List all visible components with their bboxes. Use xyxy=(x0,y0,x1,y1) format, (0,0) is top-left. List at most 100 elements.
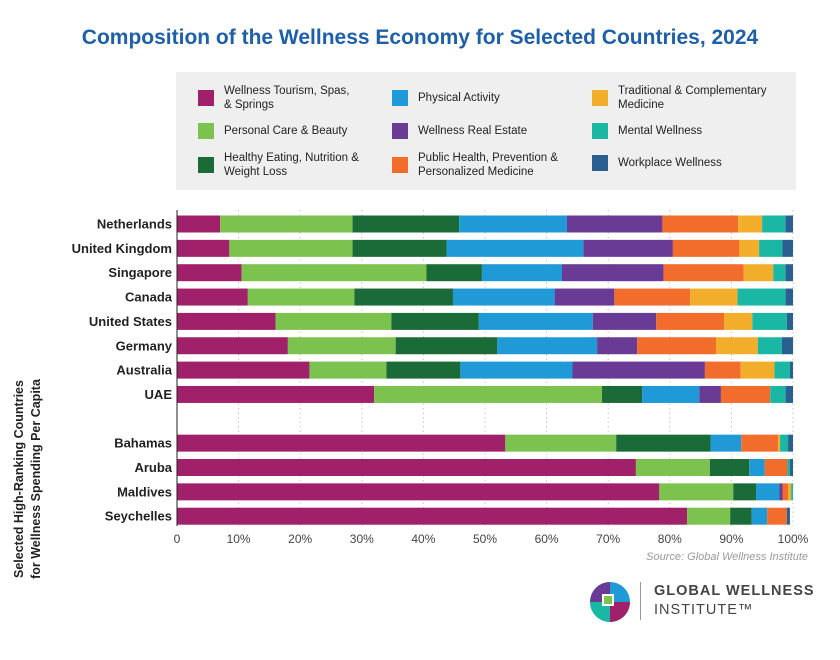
bar-segment xyxy=(757,337,782,355)
bar-segment xyxy=(177,459,636,476)
category-label: Maldives xyxy=(117,484,172,499)
legend-swatch xyxy=(392,157,408,173)
bar-segment xyxy=(788,483,792,501)
bar-segment xyxy=(374,385,603,403)
bar-segment xyxy=(177,361,310,379)
bar-segment xyxy=(663,264,744,282)
source-note: Source: Global Wellness Institute xyxy=(646,551,808,563)
bar-segment xyxy=(352,239,447,257)
x-tick-label: 100% xyxy=(778,532,809,546)
category-labels: Netherlands United Kingdom Singapore Canada… xyxy=(72,217,173,524)
bar-segment xyxy=(785,288,793,306)
legend-swatch xyxy=(392,90,408,106)
bar-segment xyxy=(773,264,786,282)
bar-segment xyxy=(738,215,763,233)
bar-segment xyxy=(391,312,479,330)
bar-segment xyxy=(572,361,705,379)
legend-label: Workplace Wellness xyxy=(618,157,722,169)
x-tick-label: 70% xyxy=(596,532,620,546)
category-label: Aruba xyxy=(134,460,172,475)
category-label: Canada xyxy=(125,290,173,305)
legend: Wellness Tourism, Spas, & Springs Person… xyxy=(176,72,796,190)
bar-segment xyxy=(767,507,787,525)
category-label: Netherlands xyxy=(97,217,172,232)
bar-segment xyxy=(177,264,242,282)
logo-wordmark: GLOBAL WELLNESS INSTITUTE™ xyxy=(654,582,815,620)
bar-segment xyxy=(614,288,691,306)
bar-segment xyxy=(566,215,663,233)
legend-item-wellness-tourism: Wellness Tourism, Spas, & Springs xyxy=(198,84,349,112)
legend-item-physical-activity: Physical Activity xyxy=(392,90,500,106)
bar-segment xyxy=(756,483,780,501)
bar-segment xyxy=(762,215,786,233)
bar-segment xyxy=(446,239,584,257)
x-tick-label: 80% xyxy=(658,532,682,546)
legend-item-public-health: Public Health, Prevention & Personalized… xyxy=(392,151,558,179)
bar-segment xyxy=(704,361,741,379)
bar-segment xyxy=(592,312,657,330)
bar-segment xyxy=(730,507,752,525)
legend-label: Mental Wellness xyxy=(618,125,703,137)
bar-segment xyxy=(690,288,738,306)
category-label: Seychelles xyxy=(105,509,172,524)
category-label: UAE xyxy=(145,387,173,402)
legend-label: Wellness Real Estate xyxy=(418,125,528,137)
bar-segment xyxy=(177,434,506,452)
bar-segment xyxy=(562,264,664,282)
bar-segment xyxy=(786,312,793,330)
x-tick-label: 50% xyxy=(473,532,497,546)
bar-segment xyxy=(452,288,555,306)
bar-segment xyxy=(662,215,739,233)
bar-segment xyxy=(788,434,793,452)
legend-item-workplace-wellness: Workplace Wellness xyxy=(592,155,722,171)
bar-segment xyxy=(774,361,790,379)
bar-segment xyxy=(177,507,688,525)
bar-segment xyxy=(787,459,790,476)
bar-segment xyxy=(749,459,765,476)
bar-segment xyxy=(785,385,793,403)
bar-segment xyxy=(751,507,768,525)
bar-segment xyxy=(737,288,786,306)
legend-item-healthy-eating: Healthy Eating, Nutrition & Weight Loss xyxy=(198,151,359,179)
bar-segment xyxy=(386,361,461,379)
bar-segment xyxy=(781,337,793,355)
legend-swatch xyxy=(198,123,214,139)
legend-label: Public Health, Prevention & Personalized… xyxy=(418,152,558,178)
bar-segment xyxy=(352,215,460,233)
bar-segment xyxy=(710,434,742,452)
x-tick-label: 20% xyxy=(288,532,312,546)
bar-segment xyxy=(229,239,353,257)
legend-swatch xyxy=(198,157,214,173)
x-tick-label: 90% xyxy=(719,532,743,546)
bar-segment xyxy=(354,288,453,306)
legend-swatch xyxy=(592,123,608,139)
bar-segment xyxy=(770,385,786,403)
category-label: United Kingdom xyxy=(72,241,172,256)
legend-item-traditional-medicine: Traditional & Complementary Medicine xyxy=(592,84,767,112)
legend-item-wellness-real-estate: Wellness Real Estate xyxy=(392,123,527,139)
bar-segment xyxy=(247,288,355,306)
bar-segment xyxy=(782,483,789,501)
x-tick-label: 0 xyxy=(174,532,181,546)
bar-segment xyxy=(637,337,716,355)
bar-segment xyxy=(720,385,771,403)
legend-swatch xyxy=(392,123,408,139)
bar-segment xyxy=(789,459,793,476)
bar-segment xyxy=(741,434,779,452)
bar-segment xyxy=(616,434,711,452)
logo-divider xyxy=(640,582,641,620)
legend-item-personal-care: Personal Care & Beauty xyxy=(198,123,347,139)
stacked-bar-chart: Netherlands United Kingdom Singapore Canada… xyxy=(72,210,809,546)
bar-segment xyxy=(716,337,758,355)
bar-segment xyxy=(426,264,482,282)
bar-segment xyxy=(177,215,221,233)
bar-segment xyxy=(497,337,598,355)
bar-segment xyxy=(752,312,787,330)
bar-segment xyxy=(395,337,498,355)
category-label: Singapore xyxy=(108,265,172,280)
x-tick-label: 40% xyxy=(411,532,435,546)
category-label: Australia xyxy=(116,363,172,378)
legend-label: Wellness Tourism, Spas, & Springs xyxy=(224,85,350,111)
bar-segment xyxy=(743,264,774,282)
chart-title: Composition of the Wellness Economy for … xyxy=(81,26,759,49)
